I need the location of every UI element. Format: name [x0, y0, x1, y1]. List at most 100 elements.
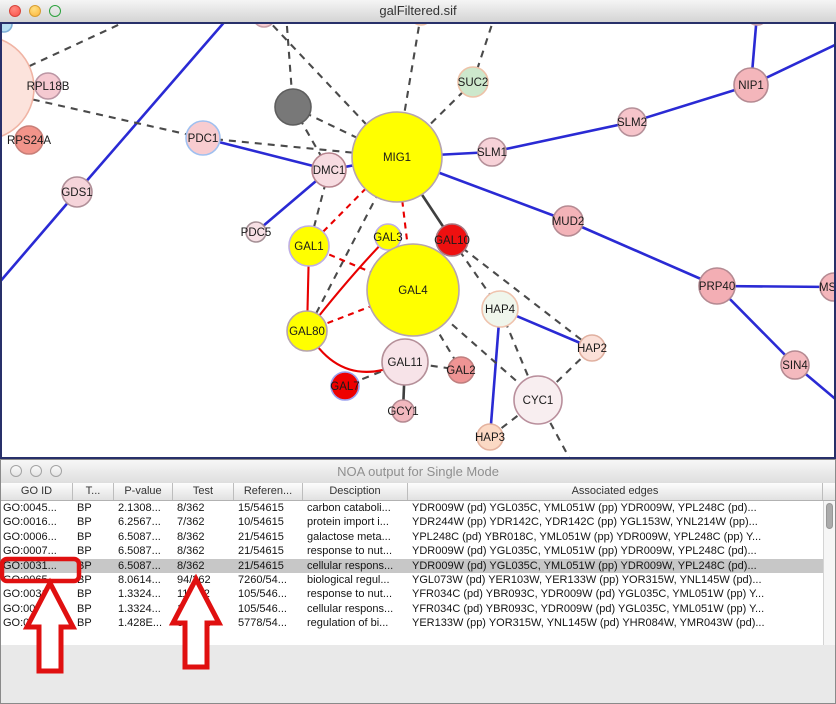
edge-red-dashed[interactable]: [308, 156, 398, 247]
node-GAL10[interactable]: [435, 223, 469, 257]
table-row[interactable]: GO:0031... BP 6.5087... 8/362 21/54615 cellul…: [1, 558, 835, 573]
node-GAL80[interactable]: [286, 310, 328, 352]
table-row[interactable]: GO:0045... BP 2.1308... 8/362 15/54615 carbon…: [1, 501, 835, 515]
node-GAL1[interactable]: [288, 225, 330, 267]
table-row[interactable]: GO:0007... BP 6.5087... 8/362 21/54615 respon…: [1, 544, 835, 558]
table-cell: BP: [77, 530, 92, 543]
close-button[interactable]: [10, 465, 22, 477]
node-label: SLM1: [477, 147, 507, 159]
node-label: PRP40: [699, 281, 735, 293]
node-cyan[interactable]: [0, 22, 13, 33]
node-CYC1[interactable]: [513, 375, 563, 425]
edge-blue[interactable]: [488, 308, 502, 438]
node-big[interactable]: [0, 36, 35, 140]
edge-red-dashed[interactable]: [306, 289, 414, 332]
table-row[interactable]: GO:0031... BP 1.3324... 11/362 105/546... cel…: [1, 602, 835, 616]
edge-dashed[interactable]: [285, 22, 295, 108]
column-header-p-value[interactable]: P-value: [114, 483, 173, 500]
close-button[interactable]: [9, 5, 21, 17]
edge-dashed[interactable]: [396, 81, 474, 158]
scrollbar-thumb[interactable]: [826, 503, 833, 529]
edge-red-dashed[interactable]: [308, 245, 414, 291]
minimize-button[interactable]: [30, 465, 42, 477]
column-header-desciption[interactable]: Desciption: [303, 483, 408, 500]
edge-blue[interactable]: [631, 83, 752, 124]
node-GDS1[interactable]: [61, 176, 93, 208]
node-MUD2[interactable]: [552, 205, 584, 237]
node-green2[interactable]: [410, 22, 432, 26]
table-cell: 1.428E...: [118, 617, 163, 630]
node-PDC5[interactable]: [245, 221, 267, 243]
node-RPL18B[interactable]: [34, 72, 62, 100]
node-GCY1[interactable]: [391, 399, 415, 423]
table-row[interactable]: GO:0065... BP 8.0614... 94/362 7260/54... bio…: [1, 573, 835, 587]
node-MIG1[interactable]: [351, 111, 443, 203]
zoom-button[interactable]: [50, 465, 62, 477]
table-cell: cellular respons...: [307, 602, 394, 615]
edge-blue[interactable]: [202, 136, 330, 172]
node-HAP2[interactable]: [578, 334, 606, 362]
table-cell: 10/54615: [238, 516, 284, 529]
column-header-test[interactable]: Test: [173, 483, 234, 500]
edge-blue[interactable]: [76, 22, 240, 193]
node-gray[interactable]: [274, 88, 312, 126]
table-cell: BP: [77, 502, 92, 514]
network-window-titlebar[interactable]: galFiltered.sif: [0, 0, 836, 23]
table-cell: YFR034C (pd) YBR093C, YDR009W (pd) YGL03…: [412, 588, 765, 601]
noa-window-titlebar[interactable]: NOA output for Single Mode: [1, 460, 835, 484]
node-NIP1[interactable]: [733, 67, 769, 103]
node-GAL3[interactable]: [374, 223, 402, 251]
node-pinktr[interactable]: [746, 22, 768, 26]
zoom-button[interactable]: [49, 5, 61, 17]
table-row[interactable]: GO:0016... BP 6.2567... 7/362 10/54615 protei…: [1, 515, 835, 529]
node-label: PDC1: [188, 133, 219, 145]
node-HAP4[interactable]: [481, 290, 519, 328]
node-RPS24A[interactable]: [14, 125, 44, 155]
table-cell: galactose meta...: [307, 530, 391, 543]
table-row[interactable]: GO:0050... BP 1.428E... 80/362 5778/54... reg…: [1, 616, 835, 630]
edge-blue[interactable]: [0, 191, 78, 305]
node-GAL11[interactable]: [381, 338, 429, 386]
column-header-t[interactable]: T...: [73, 483, 114, 500]
node-GAL4[interactable]: [366, 243, 460, 337]
table-cell: YDR009W (pd) YGL035C, YML051W (pp) YDR00…: [412, 545, 757, 558]
node-label: DMC1: [313, 165, 346, 177]
edge-dashed[interactable]: [0, 88, 204, 140]
table-cell: BP: [77, 516, 92, 529]
table-cell: 6.2567...: [118, 516, 161, 529]
column-header-go-id[interactable]: GO ID: [1, 483, 73, 500]
minimize-button[interactable]: [29, 5, 41, 17]
network-window: galFiltered.sif RPL18B RPS24A GDS1 PDC1 DMC1…: [0, 0, 836, 459]
edge-blue[interactable]: [750, 34, 836, 87]
column-header-associated-edges[interactable]: Associated edges: [408, 483, 823, 500]
node-DMC1[interactable]: [311, 152, 347, 188]
node-SLM1[interactable]: [477, 137, 507, 167]
node-PRP40[interactable]: [698, 267, 736, 305]
edge-dashed[interactable]: [489, 399, 539, 438]
column-header-referen[interactable]: Referen...: [234, 483, 303, 500]
node-label: HAP4: [485, 304, 516, 316]
table-cell: 80/362: [177, 617, 211, 630]
node-SLM2[interactable]: [617, 107, 647, 137]
table-cell: GO:0065...: [3, 573, 57, 586]
network-canvas[interactable]: RPL18B RPS24A GDS1 PDC1 DMC1 MIG1 SUC2 SLM1 SLM2…: [0, 22, 836, 459]
node-pinkt[interactable]: [253, 22, 275, 28]
table-row[interactable]: GO:0031... BP 1.3324... 11/362 105/546... res…: [1, 587, 835, 601]
table-cell: 7/362: [177, 516, 205, 529]
node-SIN4[interactable]: [780, 350, 810, 380]
edge-blue[interactable]: [716, 284, 834, 289]
node-GAL7[interactable]: [330, 371, 360, 401]
node-SUC2[interactable]: [457, 66, 489, 98]
table-row[interactable]: GO:0006... BP 6.5087... 8/362 21/54615 galact…: [1, 530, 835, 544]
edge-blue[interactable]: [491, 120, 633, 154]
node-PDC1[interactable]: [185, 120, 221, 156]
node-HAP3[interactable]: [476, 423, 504, 451]
edge-blue[interactable]: [567, 219, 718, 288]
node-MSL5[interactable]: [819, 272, 836, 302]
node-GAL2[interactable]: [447, 356, 475, 384]
edge-dashed[interactable]: [451, 239, 593, 349]
edge-dashed[interactable]: [0, 22, 172, 88]
table-scrollbar[interactable]: [823, 501, 835, 645]
table-cell: 1.3324...: [118, 602, 161, 615]
edge-dashed[interactable]: [404, 360, 462, 372]
